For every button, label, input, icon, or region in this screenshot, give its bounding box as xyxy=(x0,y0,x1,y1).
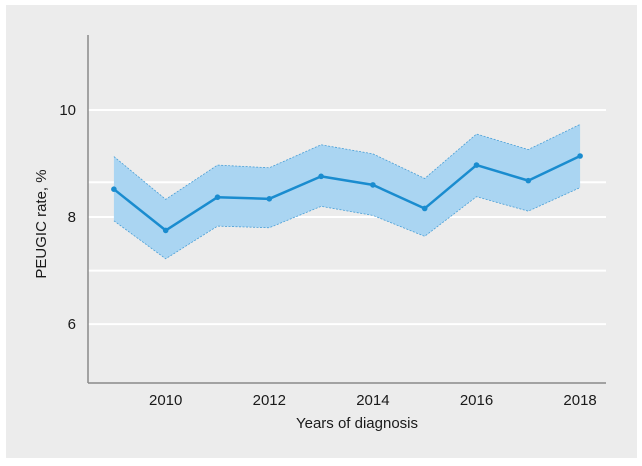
line-chart: 2010 2012 2014 2016 2018 6 8 10 Years of diagno… xyxy=(33,35,606,432)
y-tick-label: 10 xyxy=(59,102,76,119)
y-tick-label: 6 xyxy=(68,316,76,333)
data-point xyxy=(318,173,324,180)
data-point xyxy=(111,186,117,192)
x-tick-label: 2010 xyxy=(149,392,182,409)
y-axis-label: PEUGIC rate, % xyxy=(33,169,50,278)
axes xyxy=(87,35,606,384)
data-point xyxy=(421,205,428,212)
data-point xyxy=(214,194,221,201)
series-polyline xyxy=(113,154,581,232)
lower-bound-line xyxy=(113,187,581,260)
x-tick-label: 2018 xyxy=(563,392,596,409)
x-axis-label: Years of diagnosis xyxy=(296,415,418,432)
x-tick-label: 2016 xyxy=(460,392,493,409)
x-tick-label: 2014 xyxy=(356,392,389,409)
data-point xyxy=(370,182,376,188)
tick-labels: 2010 2012 2014 2016 2018 6 8 10 xyxy=(59,102,596,409)
data-point xyxy=(577,153,583,159)
series-line xyxy=(113,154,581,232)
data-point xyxy=(473,162,480,168)
data-points xyxy=(111,153,583,234)
chart-panel: 2010 2012 2014 2016 2018 6 8 10 Years of diagno… xyxy=(6,5,637,458)
data-point xyxy=(162,227,169,234)
confidence-band xyxy=(113,124,581,260)
x-tick-label: 2012 xyxy=(253,392,286,409)
data-point xyxy=(266,196,273,202)
data-point xyxy=(525,177,532,184)
upper-bound-line xyxy=(113,124,581,200)
confidence-band-area xyxy=(113,124,581,259)
y-tick-label: 8 xyxy=(68,209,76,226)
